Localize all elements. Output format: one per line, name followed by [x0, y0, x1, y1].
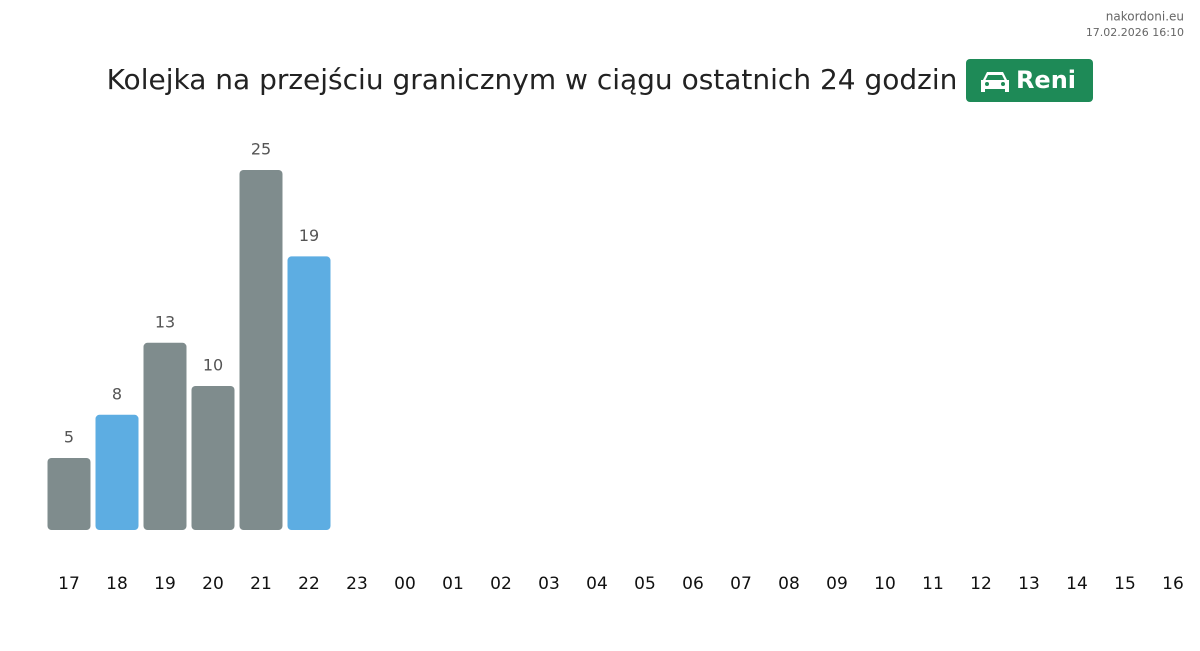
- x-tick-label: 23: [346, 574, 368, 594]
- x-tick-label: 04: [586, 574, 608, 594]
- x-tick-label: 16: [1162, 574, 1184, 594]
- x-tick-label: 17: [58, 574, 80, 594]
- x-tick-label: 01: [442, 574, 464, 594]
- value-label: 8: [112, 384, 122, 403]
- value-label: 25: [251, 140, 271, 159]
- x-tick-label: 13: [1018, 574, 1040, 594]
- value-label: 10: [203, 356, 223, 375]
- value-label: 5: [64, 428, 74, 447]
- bar: [239, 170, 283, 530]
- x-tick-label: 08: [778, 574, 800, 594]
- bar: [95, 414, 139, 530]
- x-tick-label: 22: [298, 574, 320, 594]
- source: nakordoni.eu: [1106, 10, 1184, 24]
- x-tick-label: 14: [1066, 574, 1088, 594]
- x-tick-label: 10: [874, 574, 896, 594]
- chart-title: Kolejka na przejściu granicznym w ciągu …: [107, 63, 958, 96]
- x-tick-label: 12: [970, 574, 992, 594]
- x-tick-label: 11: [922, 574, 944, 594]
- x-tick-label: 07: [730, 574, 752, 594]
- badge-label: Reni: [1016, 66, 1076, 94]
- badge: Reni: [966, 59, 1093, 102]
- x-tick-label: 05: [634, 574, 656, 594]
- badge-background: [966, 59, 1093, 102]
- timestamp: 17.02.2026 16:10: [1086, 26, 1184, 39]
- value-label: 19: [299, 226, 319, 245]
- bar: [143, 342, 187, 530]
- bar: [287, 256, 331, 530]
- x-tick-label: 18: [106, 574, 128, 594]
- x-tick-label: 20: [202, 574, 224, 594]
- x-tick-label: 19: [154, 574, 176, 594]
- bar: [191, 386, 235, 530]
- car-icon: [981, 72, 1009, 92]
- value-label: 13: [155, 312, 175, 331]
- x-tick-label: 06: [682, 574, 704, 594]
- x-tick-label: 02: [490, 574, 512, 594]
- bar: [47, 458, 91, 530]
- x-tick-label: 00: [394, 574, 416, 594]
- x-tick-label: 03: [538, 574, 560, 594]
- x-tick-label: 09: [826, 574, 848, 594]
- x-tick-label: 21: [250, 574, 272, 594]
- x-tick-label: 15: [1114, 574, 1136, 594]
